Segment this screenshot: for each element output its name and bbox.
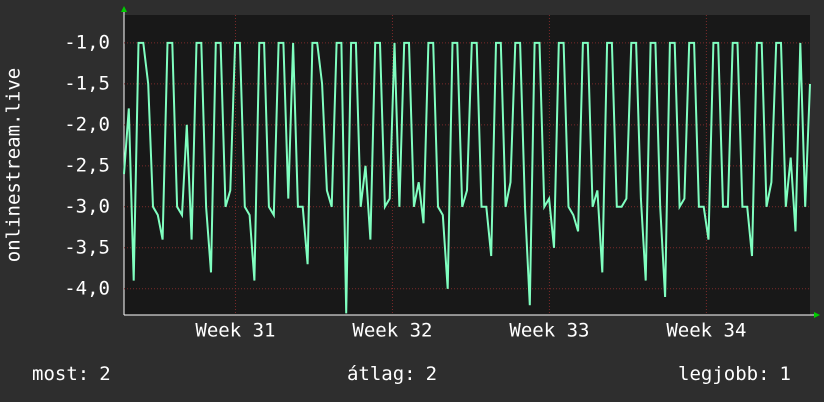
legend-entry: átlag: 2 bbox=[347, 363, 437, 385]
y-tick-label: -3,0 bbox=[64, 195, 110, 217]
y-tick-label: -2,5 bbox=[64, 154, 110, 176]
x-tick-label: Week 34 bbox=[666, 320, 746, 342]
y-tick-label: -1,0 bbox=[64, 31, 110, 53]
x-tick-label: Week 31 bbox=[195, 320, 275, 342]
legend-value: 2 bbox=[426, 363, 437, 385]
y-axis-label: onlinestream.live bbox=[3, 68, 25, 262]
axis-arrow bbox=[814, 312, 820, 318]
x-tick-label: Week 32 bbox=[352, 320, 432, 342]
legend-value: 1 bbox=[780, 363, 791, 385]
legend-label: legjobb: bbox=[678, 363, 770, 385]
y-tick-label: -2,0 bbox=[64, 113, 110, 135]
y-tick-label: -3,5 bbox=[64, 236, 110, 258]
x-tick-label: Week 33 bbox=[509, 320, 589, 342]
axis-arrow bbox=[121, 6, 127, 12]
legend-label: most: bbox=[32, 363, 89, 385]
y-tick-label: -4,0 bbox=[64, 277, 110, 299]
legend-label: átlag: bbox=[347, 363, 416, 385]
legend-value: 2 bbox=[99, 363, 110, 385]
y-tick-label: -1,5 bbox=[64, 72, 110, 94]
legend-entry: legjobb: 1 bbox=[678, 363, 791, 385]
legend-entry: most: 2 bbox=[32, 363, 111, 385]
data-line bbox=[123, 41, 811, 314]
